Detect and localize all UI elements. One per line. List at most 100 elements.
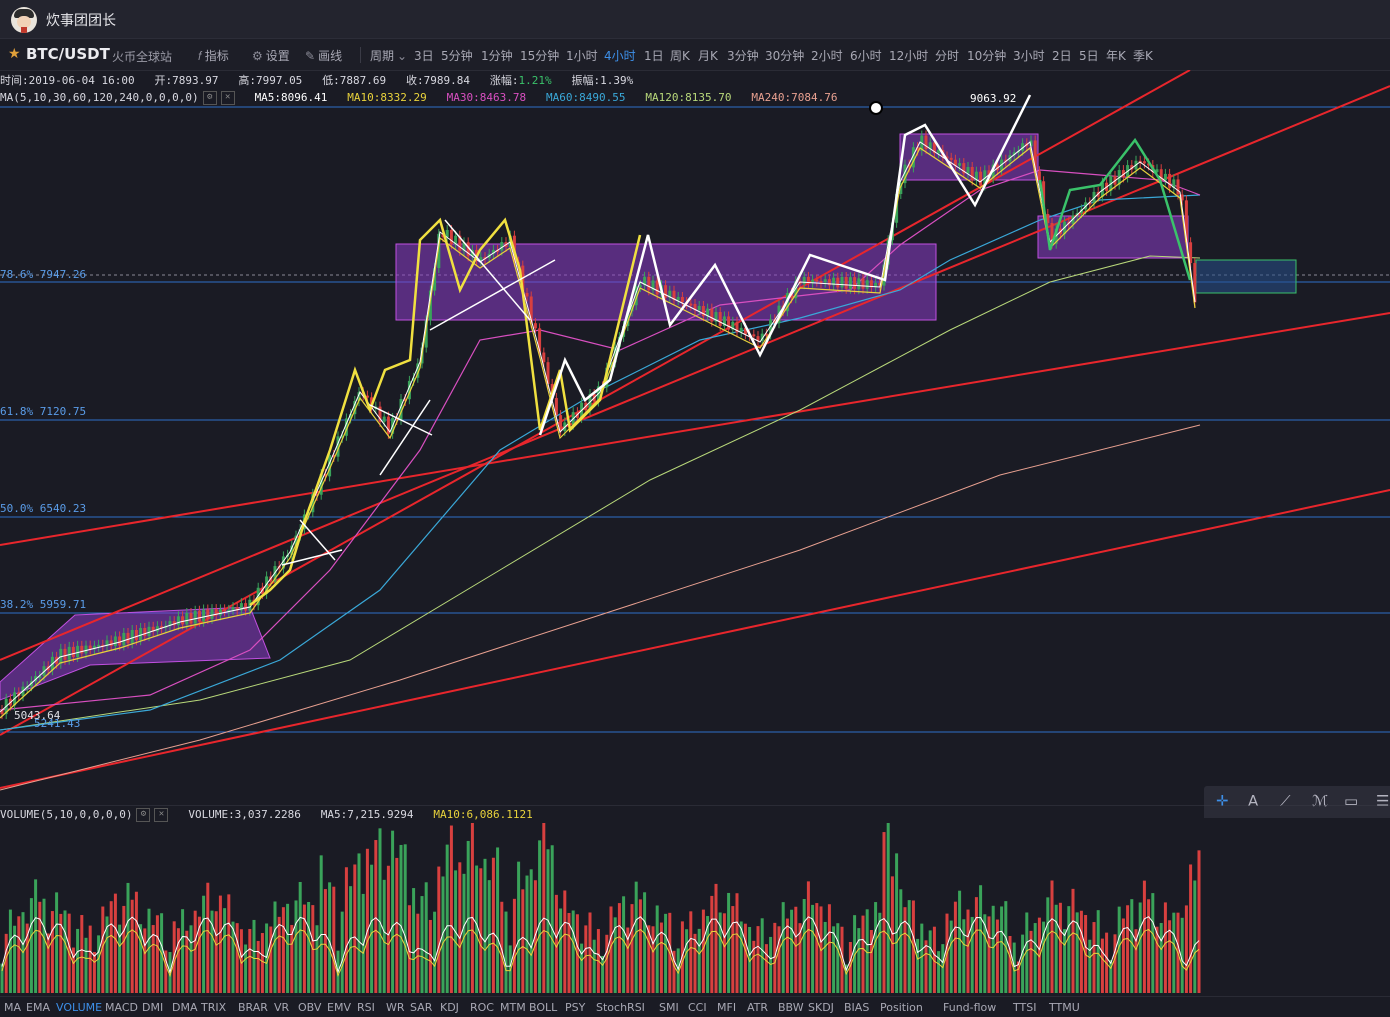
period-dropdown[interactable]: 周期 ⌄ <box>370 47 410 64</box>
volume-bar <box>1159 922 1163 993</box>
volume-bar <box>559 908 563 993</box>
volume-bar <box>223 908 227 993</box>
period-13[interactable]: 12小时 <box>889 49 929 63</box>
avatar[interactable] <box>11 7 37 33</box>
candle-body <box>181 616 185 625</box>
indicator-tab-ma[interactable]: MA <box>4 1001 22 1014</box>
ohlc-change-value: 1.21% <box>518 74 552 87</box>
period-7[interactable]: 周K <box>670 49 690 63</box>
indicator-tab-cci[interactable]: CCI <box>688 1001 707 1014</box>
indicator-tab-dmi[interactable]: DMI <box>142 1001 164 1014</box>
indicator-tab-vr[interactable]: VR <box>274 1001 290 1014</box>
indicator-tab-ema[interactable]: EMA <box>26 1001 50 1014</box>
cross-line-b <box>444 219 531 321</box>
period-15[interactable]: 10分钟 <box>967 49 1007 63</box>
volume-bar <box>248 928 252 993</box>
favorite-star-icon[interactable]: ★ <box>8 46 21 62</box>
volume-bar <box>412 888 416 993</box>
volume-bar <box>550 845 554 993</box>
period-5[interactable]: 4小时 <box>604 49 636 63</box>
volume-bar <box>974 897 978 993</box>
indicator-tab-mtm[interactable]: MTM <box>500 1001 526 1014</box>
volume-chart[interactable] <box>0 805 1390 995</box>
volume-bar <box>1163 902 1167 993</box>
period-4[interactable]: 1小时 <box>566 49 598 63</box>
candle-body <box>1050 223 1054 244</box>
indicator-tab-trix[interactable]: TRIX <box>201 1001 227 1014</box>
gear-icon: ⚙ <box>252 49 263 63</box>
settings-square-icon[interactable]: ⚙ <box>136 808 151 822</box>
volume-bar <box>265 923 269 993</box>
indicator-tab-boll[interactable]: BOLL <box>529 1001 558 1014</box>
indicator-tab-smi[interactable]: SMI <box>659 1001 679 1014</box>
period-20[interactable]: 季K <box>1133 49 1153 63</box>
indicator-tab-position[interactable]: Position <box>880 1001 923 1014</box>
text-icon[interactable]: A <box>1248 792 1259 810</box>
indicator-tab-stochrsi[interactable]: StochRSI <box>596 1001 645 1014</box>
indicator-tab-ttsi[interactable]: TTSI <box>1013 1001 1037 1014</box>
draw-button[interactable]: ✎ 画线 <box>305 47 342 64</box>
candle-body <box>806 276 810 283</box>
wave-white <box>538 94 1032 436</box>
trading-pair[interactable]: BTC/USDT <box>26 45 110 63</box>
indicator-button[interactable]: 𝑓 指标 <box>198 47 229 64</box>
close-icon[interactable]: ✕ <box>154 808 169 822</box>
indicator-tab-roc[interactable]: ROC <box>470 1001 494 1014</box>
indicator-tab-bias[interactable]: BIAS <box>844 1001 870 1014</box>
indicator-tab-emv[interactable]: EMV <box>327 1001 351 1014</box>
indicator-tab-mfi[interactable]: MFI <box>717 1001 737 1014</box>
period-11[interactable]: 2小时 <box>811 49 843 63</box>
indicator-tab-wr[interactable]: WR <box>386 1001 405 1014</box>
settings-square-icon[interactable]: ⚙ <box>202 91 217 105</box>
draw-label: 画线 <box>318 49 343 63</box>
indicator-tab-rsi[interactable]: RSI <box>357 1001 375 1014</box>
period-0[interactable]: 3日 <box>414 49 434 63</box>
wave-green <box>1038 137 1192 281</box>
period-19[interactable]: 年K <box>1106 49 1126 63</box>
volume-bar <box>1109 960 1113 993</box>
volume-bar <box>979 885 983 993</box>
price-chart[interactable] <box>0 70 1390 804</box>
period-16[interactable]: 3小时 <box>1013 49 1045 63</box>
indicator-tab-atr[interactable]: ATR <box>747 1001 769 1014</box>
indicator-tab-bbw[interactable]: BBW <box>778 1001 804 1014</box>
indicator-tab-dma[interactable]: DMA <box>172 1001 198 1014</box>
indicator-tab-psy[interactable]: PSY <box>565 1001 586 1014</box>
period-9[interactable]: 3分钟 <box>727 49 759 63</box>
period-1[interactable]: 5分钟 <box>441 49 473 63</box>
candle-body <box>689 303 693 306</box>
volume-bar <box>1025 912 1029 993</box>
volume-bar <box>643 892 647 993</box>
candle-body <box>294 535 298 546</box>
close-icon[interactable]: ✕ <box>220 91 235 105</box>
indicator-tab-volume[interactable]: VOLUME <box>56 1001 103 1014</box>
period-18[interactable]: 5日 <box>1079 49 1099 63</box>
indicator-tab-kdj[interactable]: KDJ <box>440 1001 459 1014</box>
volume-bar <box>298 881 302 993</box>
period-8[interactable]: 月K <box>698 49 718 63</box>
period-10[interactable]: 30分钟 <box>765 49 805 63</box>
indicator-tab-macd[interactable]: MACD <box>105 1001 138 1014</box>
volume-bar <box>1134 929 1138 993</box>
candle-body <box>857 278 861 290</box>
indicator-tab-fund-flow[interactable]: Fund-flow <box>943 1001 997 1014</box>
volume-bar <box>1193 880 1197 993</box>
indicator-tab-obv[interactable]: OBV <box>298 1001 322 1014</box>
candle-body <box>428 290 432 321</box>
candle-body <box>928 142 932 150</box>
period-2[interactable]: 1分钟 <box>481 49 513 63</box>
candle-body <box>651 280 655 291</box>
line-icon[interactable]: ⟋ <box>1280 792 1291 810</box>
indicator-tab-sar[interactable]: SAR <box>410 1001 433 1014</box>
candle-body <box>1021 143 1025 151</box>
period-17[interactable]: 2日 <box>1052 49 1072 63</box>
period-12[interactable]: 6小时 <box>850 49 882 63</box>
volume-ma10-line <box>1 928 1200 978</box>
period-3[interactable]: 15分钟 <box>520 49 560 63</box>
period-6[interactable]: 1日 <box>644 49 664 63</box>
period-14[interactable]: 分时 <box>935 49 960 63</box>
settings-button[interactable]: ⚙ 设置 <box>252 47 290 64</box>
indicator-tab-skdj[interactable]: SKDJ <box>808 1001 834 1014</box>
indicator-tab-ttmu[interactable]: TTMU <box>1049 1001 1080 1014</box>
indicator-tab-brar[interactable]: BRAR <box>238 1001 268 1014</box>
